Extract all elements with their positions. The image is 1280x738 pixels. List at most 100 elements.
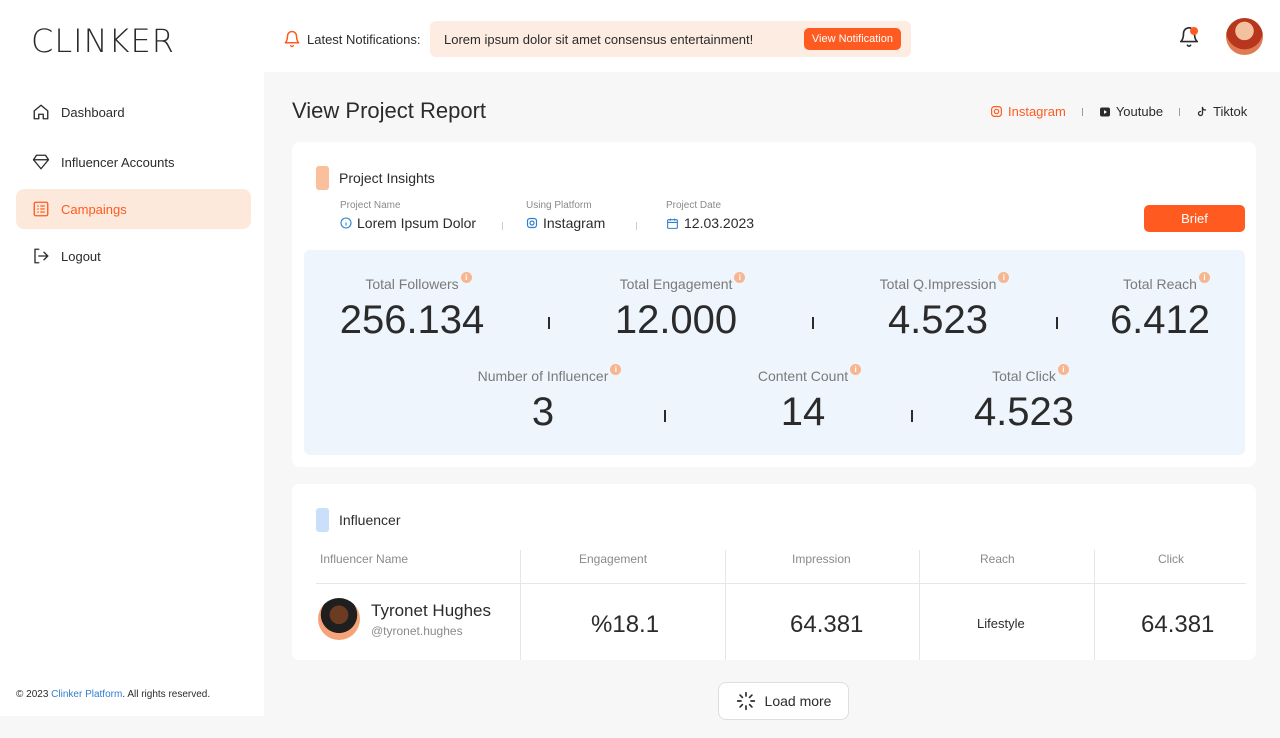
bell-icon[interactable] [1178, 26, 1200, 48]
stat-label: Content Count i [757, 364, 862, 384]
stat-value: 14 [780, 390, 826, 434]
view-notification-button[interactable]: View Notification [803, 28, 901, 50]
section-marker [316, 508, 329, 532]
row-divider [316, 583, 1246, 584]
stat-total-reach: Total Reach i 6.412 [1090, 272, 1230, 343]
stat-label-text: Total Reach [1123, 276, 1197, 292]
influencer-name[interactable]: Tyronet Hughes [371, 601, 492, 620]
stat-value: 4.523 [887, 298, 989, 342]
stat-label: Total Click i [992, 364, 1069, 384]
info-icon[interactable]: i [998, 272, 1010, 283]
stat-label-text: Content Count [757, 368, 849, 384]
notification-text: Lorem ipsum dolor sit amet consensus ent… [444, 31, 754, 47]
tab-label: Instagram [1008, 104, 1066, 119]
info-circle-icon [340, 217, 352, 229]
stat-total-engagement: Total Engagement i 12.000 [588, 272, 764, 343]
stat-label-text: Total Q.Impression [879, 276, 997, 292]
column-divider [520, 550, 521, 660]
stat-label: Total Engagement i [620, 272, 746, 292]
tab-instagram[interactable]: Instagram [990, 104, 1066, 119]
project-date-value-wrap: 12.03.2023 [666, 215, 754, 231]
info-icon[interactable]: i [1057, 364, 1069, 375]
logout-icon [34, 248, 49, 264]
project-name-value: Lorem Ipsum Dolor [357, 215, 477, 231]
sidebar-item-logout[interactable]: Logout [16, 236, 251, 276]
col-header-reach: Reach [980, 552, 1015, 566]
sidebar-item-influencer-accounts[interactable]: Influencer Accounts [16, 142, 251, 182]
bell-outline-icon [284, 30, 300, 48]
insights-title: Project Insights [339, 170, 435, 186]
project-name-label: Project Name [340, 200, 401, 211]
cell-engagement: %18.1 [591, 611, 660, 638]
col-header-click: Click [1158, 552, 1184, 566]
insights-card-header: Project Insights [316, 166, 435, 190]
sidebar [0, 72, 264, 716]
column-divider [1094, 550, 1095, 660]
section-marker [316, 166, 329, 190]
app-logo[interactable]: CLINKER [31, 22, 175, 60]
notification-banner: Lorem ipsum dolor sit amet consensus ent… [430, 21, 911, 57]
stat-label: Total Q.Impression i [879, 272, 1010, 292]
calendar-icon [667, 218, 678, 229]
tab-youtube[interactable]: Youtube [1099, 104, 1163, 119]
stat-divider [911, 410, 913, 422]
info-icon[interactable]: i [1198, 272, 1210, 283]
sidebar-item-dashboard[interactable]: Dashboard [16, 92, 251, 132]
col-header-impression: Impression [792, 552, 851, 566]
cell-click: 64.381 [1141, 611, 1215, 638]
platform-field: Using Platform Instagram [526, 200, 605, 231]
stat-divider [548, 317, 550, 329]
brief-button[interactable]: Brief [1144, 205, 1245, 232]
stat-content-count: Content Count i 14 [736, 364, 870, 435]
stat-total-q-impression: Total Q.Impression i 4.523 [856, 272, 1020, 343]
footer-suffix: . All rights reserved. [122, 689, 211, 700]
sidebar-item-campaings[interactable]: Campaings [16, 189, 251, 229]
stat-value: 12.000 [614, 298, 738, 342]
info-icon[interactable]: i [734, 272, 746, 283]
tab-tiktok[interactable]: Tiktok [1196, 104, 1247, 119]
stat-total-click: Total Click i 4.523 [954, 364, 1094, 435]
stat-label-text: Total Followers [365, 276, 459, 292]
sidebar-item-label: Logout [61, 248, 101, 264]
top-header: CLINKER Latest Notifications: Lorem ipsu… [0, 0, 1280, 72]
tab-label: Youtube [1115, 104, 1164, 119]
col-header-engagement: Engagement [579, 552, 648, 566]
platform-value: Instagram [543, 215, 606, 231]
footer-prefix: © 2023 [16, 689, 52, 700]
info-icon[interactable]: i [460, 272, 472, 283]
youtube-icon [1099, 107, 1110, 116]
stat-value: 6.412 [1109, 298, 1211, 342]
stat-divider [664, 410, 666, 422]
influencer-title: Influencer [339, 512, 401, 528]
sidebar-item-label: Dashboard [61, 104, 125, 120]
stat-value: 4.523 [973, 390, 1075, 434]
stat-value: 3 [531, 390, 555, 434]
stat-value: 256.134 [339, 298, 485, 342]
column-divider [919, 550, 920, 660]
project-name-field: Project Name Lorem Ipsum Dolor [340, 200, 476, 231]
user-avatar[interactable] [1226, 18, 1263, 55]
tab-label: Tiktok [1213, 104, 1248, 119]
stat-label: Number of Influencer i [477, 364, 622, 384]
stat-label-text: Number of Influencer [477, 368, 609, 384]
influencer-avatar[interactable] [318, 598, 360, 640]
notifications-label-group: Latest Notifications: [283, 30, 420, 48]
project-name-value-wrap: Lorem Ipsum Dolor [340, 215, 476, 231]
influencer-card-header: Influencer [316, 508, 400, 532]
load-more-label: Load more [764, 693, 832, 709]
instagram-icon [991, 106, 1002, 117]
stats-panel [304, 250, 1245, 455]
project-date-label: Project Date [666, 200, 722, 211]
stat-label: Total Reach i [1123, 272, 1210, 292]
meta-divider [636, 222, 637, 230]
tiktok-icon [1197, 106, 1207, 116]
home-icon [33, 104, 49, 120]
diamond-icon [32, 154, 50, 170]
info-icon[interactable]: i [850, 364, 862, 375]
info-icon[interactable]: i [610, 364, 622, 375]
influencer-card [292, 484, 1256, 660]
platform-label: Using Platform [526, 200, 592, 211]
footer-brand-link[interactable]: Clinker Platform [51, 689, 123, 700]
loading-spinner-icon [736, 691, 755, 711]
load-more-button[interactable]: Load more [718, 682, 849, 720]
